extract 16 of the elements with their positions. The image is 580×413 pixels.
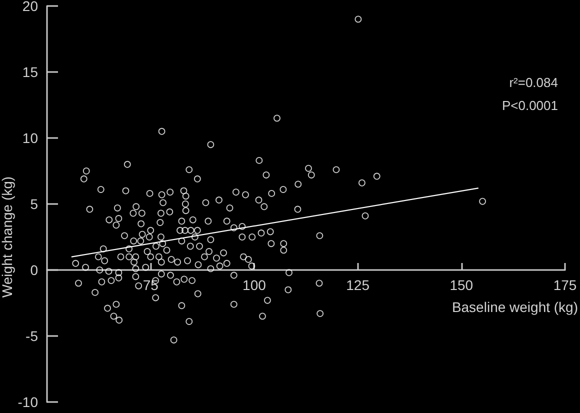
annotation: r²=0.084 [509, 75, 558, 90]
x-tick-label: 100 [242, 277, 266, 293]
y-tick-label: 5 [30, 196, 38, 212]
y-tick-label: 10 [22, 130, 38, 146]
y-tick-label: 20 [22, 0, 38, 14]
annotation: P<0.0001 [502, 98, 558, 113]
y-tick-label: 15 [22, 64, 38, 80]
x-tick-label: 75 [142, 277, 159, 293]
x-tick-label: 150 [450, 277, 474, 293]
y-tick-label: -5 [26, 328, 38, 344]
y-tick-label: 0 [30, 262, 38, 278]
y-axis-title: Weight change (kg) [0, 176, 15, 298]
x-tick-label: 125 [346, 277, 370, 293]
x-tick-label: 175 [553, 277, 577, 293]
y-tick-label: -10 [18, 394, 38, 410]
x-axis-title: Baseline weight (kg) [452, 299, 578, 315]
